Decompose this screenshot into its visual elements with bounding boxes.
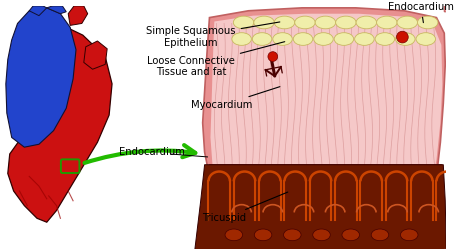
Ellipse shape (254, 229, 272, 241)
Polygon shape (195, 165, 446, 250)
Ellipse shape (254, 16, 274, 29)
Polygon shape (210, 14, 442, 245)
Ellipse shape (295, 16, 315, 29)
Ellipse shape (400, 229, 418, 241)
Polygon shape (29, 6, 47, 16)
Ellipse shape (313, 229, 330, 241)
Circle shape (268, 52, 278, 62)
Ellipse shape (273, 33, 292, 45)
Text: Simple Squamous
Epithelium: Simple Squamous Epithelium (146, 22, 280, 48)
Ellipse shape (232, 33, 251, 45)
Ellipse shape (334, 33, 354, 45)
Polygon shape (209, 164, 442, 168)
Ellipse shape (397, 16, 418, 29)
Text: Endocardium: Endocardium (388, 2, 454, 23)
Text: Endocardium: Endocardium (119, 147, 185, 157)
Ellipse shape (314, 33, 333, 45)
Ellipse shape (315, 16, 336, 29)
Ellipse shape (252, 33, 272, 45)
Ellipse shape (284, 229, 301, 241)
Polygon shape (202, 8, 445, 248)
Ellipse shape (342, 229, 360, 241)
Polygon shape (8, 24, 112, 222)
Text: Myocardium: Myocardium (191, 87, 280, 110)
Circle shape (397, 31, 408, 43)
Polygon shape (6, 8, 76, 147)
Ellipse shape (375, 33, 395, 45)
Text: Loose Connective
Tissue and fat: Loose Connective Tissue and fat (147, 42, 285, 77)
Text: Tricuspid: Tricuspid (202, 192, 288, 223)
Ellipse shape (354, 33, 374, 45)
Polygon shape (68, 6, 87, 25)
Ellipse shape (396, 33, 415, 45)
Ellipse shape (293, 33, 313, 45)
Ellipse shape (418, 16, 438, 29)
Ellipse shape (416, 33, 436, 45)
Ellipse shape (225, 229, 243, 241)
Polygon shape (47, 6, 66, 14)
Polygon shape (444, 4, 458, 250)
Ellipse shape (371, 229, 389, 241)
Ellipse shape (356, 16, 376, 29)
Ellipse shape (233, 16, 254, 29)
Ellipse shape (274, 16, 295, 29)
Ellipse shape (336, 16, 356, 29)
Ellipse shape (376, 16, 397, 29)
Polygon shape (84, 41, 107, 69)
